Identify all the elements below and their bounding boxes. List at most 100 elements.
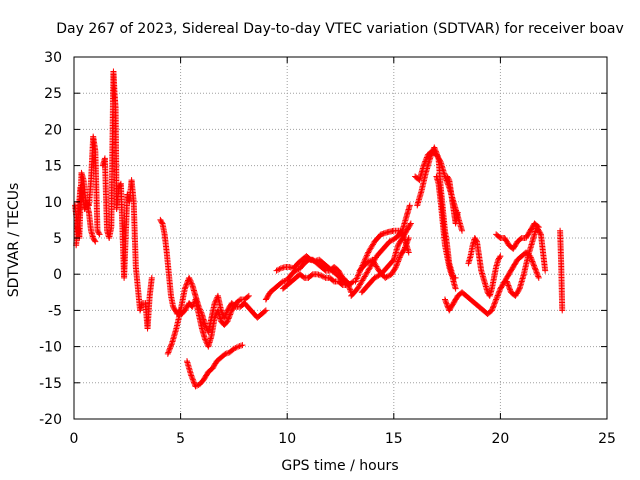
data-segment-mid-4 <box>358 220 414 296</box>
data-point <box>428 151 435 158</box>
x-tick-label: 20 <box>491 431 509 447</box>
y-tick-label: 15 <box>44 159 62 175</box>
data-point <box>386 238 393 245</box>
data-point <box>533 268 540 275</box>
data-point <box>443 299 450 306</box>
y-tick-label: -10 <box>39 340 62 356</box>
data-segment-peak-4 <box>444 173 461 227</box>
data-point <box>353 275 360 282</box>
data-point <box>197 306 204 313</box>
data-point <box>158 219 165 226</box>
data-point <box>197 308 204 315</box>
data-point <box>225 316 232 323</box>
data-point <box>542 267 549 274</box>
data-point <box>346 285 353 292</box>
data-point <box>403 240 410 247</box>
data-point <box>454 209 461 216</box>
y-tick-label: 25 <box>44 86 62 102</box>
data-point <box>435 154 442 161</box>
data-point <box>354 274 361 281</box>
data-point <box>188 280 195 287</box>
data-point <box>239 342 246 349</box>
data-point <box>431 144 438 151</box>
data-point <box>494 292 501 299</box>
data-point <box>375 272 382 279</box>
data-point <box>393 261 400 268</box>
data-point <box>394 259 401 266</box>
data-point <box>233 344 240 351</box>
data-point <box>496 288 503 295</box>
data-point <box>91 237 98 244</box>
data-point <box>529 259 536 266</box>
data-point <box>148 274 155 281</box>
data-point <box>492 299 499 306</box>
chart-title: Day 267 of 2023, Sidereal Day-to-day VTE… <box>56 21 624 37</box>
data-point <box>186 274 193 281</box>
data-point <box>491 301 498 308</box>
data-point <box>188 279 195 286</box>
data-point <box>202 336 209 343</box>
data-point <box>387 237 394 244</box>
x-axis-label: GPS time / hours <box>281 458 398 474</box>
data-point <box>167 344 174 351</box>
data-segment-late-1 <box>441 249 542 318</box>
data-point <box>505 283 512 290</box>
data-point <box>319 273 326 280</box>
data-point <box>441 296 448 303</box>
data-point <box>166 346 173 353</box>
data-point <box>405 236 412 243</box>
data-point <box>363 260 370 267</box>
data-point <box>223 310 230 317</box>
data-point <box>504 279 511 286</box>
data-point <box>189 376 196 383</box>
data-point <box>355 271 362 278</box>
data-point <box>491 300 498 307</box>
data-point <box>232 345 239 352</box>
data-segment-late-4 <box>503 224 549 299</box>
data-point <box>383 274 390 281</box>
data-point <box>262 307 269 314</box>
x-tick-label: 0 <box>70 431 79 447</box>
data-point <box>405 235 412 241</box>
data-point <box>533 269 540 276</box>
data-point <box>364 250 371 257</box>
data-point <box>532 266 539 273</box>
data-point <box>181 285 188 292</box>
data-point <box>400 247 407 254</box>
data-point <box>276 266 283 273</box>
data-point <box>168 341 175 348</box>
data-point <box>396 255 403 262</box>
data-point <box>382 274 389 281</box>
data-point <box>532 265 539 272</box>
x-tick-label: 10 <box>278 431 296 447</box>
data-point <box>389 237 396 244</box>
data-point <box>489 306 496 313</box>
data-point <box>321 274 328 281</box>
data-point <box>195 303 202 310</box>
data-point <box>496 254 503 261</box>
data-point <box>189 375 196 382</box>
data-point <box>495 289 502 296</box>
y-tick-label: 0 <box>53 267 62 283</box>
data-segment-dip-2 <box>164 274 269 357</box>
axis-ticks: 0 5 10 15 20 25 -20 -15 -10 -5 0 5 10 15 20 25 30 <box>39 50 616 447</box>
data-point <box>386 272 393 279</box>
y-tick-label: 30 <box>44 50 62 66</box>
data-point <box>190 379 197 386</box>
data-point <box>187 277 194 284</box>
y-tick-label: 5 <box>53 231 62 247</box>
data-point <box>427 155 434 162</box>
data-point <box>494 293 501 300</box>
data-point <box>95 230 102 237</box>
y-tick-label: -20 <box>39 412 62 428</box>
data-point <box>230 345 237 352</box>
data-point <box>403 241 410 248</box>
data-point <box>559 307 566 314</box>
data-segment-mid-3 <box>356 235 412 281</box>
data-point <box>401 245 408 252</box>
data-point <box>433 151 440 158</box>
data-point <box>529 258 536 265</box>
data-point <box>352 278 359 285</box>
data-point <box>349 279 356 286</box>
